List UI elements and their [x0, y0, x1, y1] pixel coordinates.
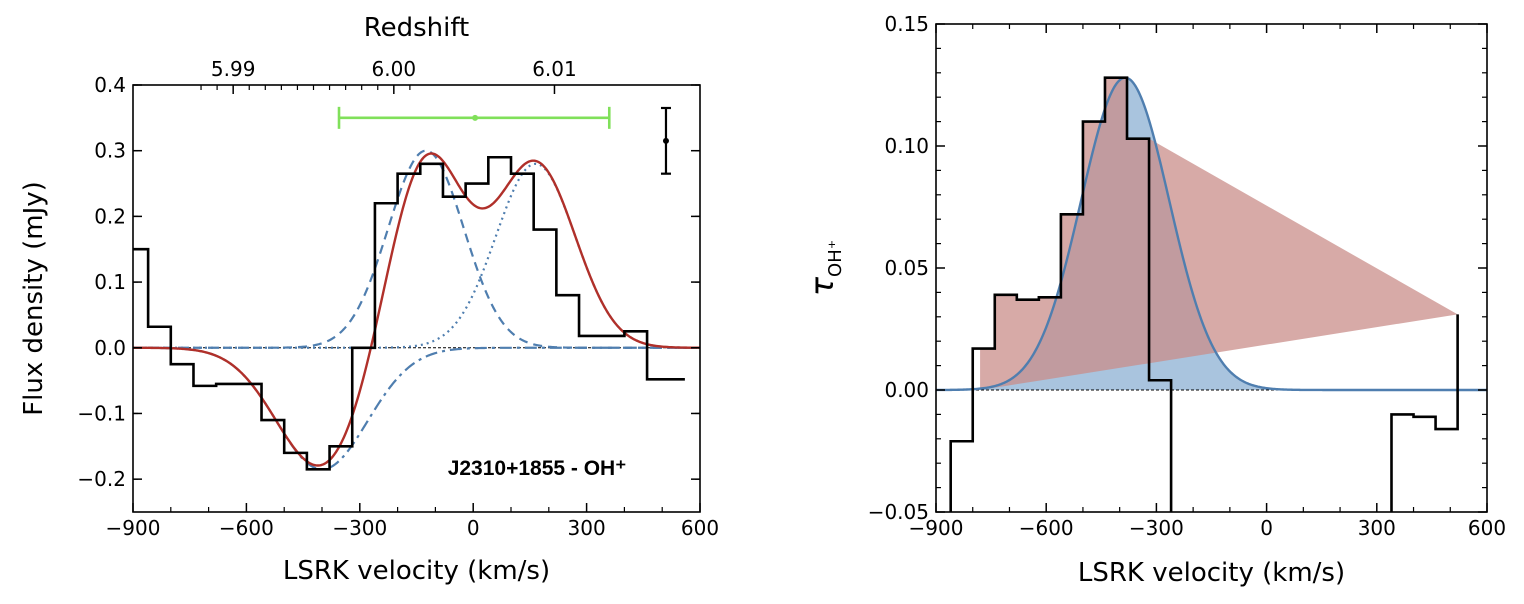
x-tick-label: −300 — [332, 516, 387, 540]
y-tick-label: 0.4 — [94, 73, 126, 97]
emission-component-2-curve — [133, 162, 700, 349]
y-tick-label: 0.3 — [94, 139, 126, 163]
right-ticks: −900 −600 −300 0 300 600 −0.05 0.00 0.05 0.10 0.15 — [868, 12, 1506, 540]
left-axes-frame — [132, 84, 701, 513]
absorption-component-curve — [133, 346, 700, 471]
x-tick-label: −600 — [219, 516, 274, 540]
optical-depth-histogram — [949, 76, 1459, 512]
observed-optical-depth-fill — [980, 77, 1458, 391]
right-x-axis-title: LSRK velocity (km/s) — [1078, 558, 1345, 588]
right-curves — [936, 76, 1487, 392]
error-bar-point — [662, 137, 669, 144]
y-tick-label: 0.0 — [94, 336, 126, 360]
tau-symbol: τ — [803, 276, 841, 296]
left-panel: −900 −600 −300 0 300 600 −0.2 −0.1 0.0 0.1 0.2 0.3 0… — [19, 13, 719, 586]
right-panel: −900 −600 −300 0 300 600 −0.05 0.00 0.05 0.10 0.15… — [803, 12, 1506, 588]
y-tick-label: 0.00 — [884, 378, 929, 402]
y-tick-label: 0.1 — [94, 270, 126, 294]
y-tick-label: 0.2 — [94, 204, 126, 228]
x-tick-label: −600 — [1019, 516, 1074, 540]
y-tick-label: 0.15 — [884, 12, 929, 36]
x-tick-label: 300 — [568, 516, 606, 540]
left-step-spectrum — [133, 155, 685, 471]
y-tick-label: −0.1 — [77, 401, 126, 425]
total-fit-curve — [133, 152, 700, 467]
x-tick-label: 0 — [467, 516, 480, 540]
x-tick-label: −300 — [1129, 516, 1184, 540]
x-tick-label: 600 — [1468, 516, 1506, 540]
right-y-axis-title: τOH⁺ — [803, 240, 846, 296]
x-tick-label: 600 — [681, 516, 719, 540]
left-top-axis-title: Redshift — [364, 13, 470, 43]
top-tick-label: 6.00 — [372, 57, 417, 81]
left-x-axis-title: LSRK velocity (km/s) — [283, 556, 550, 586]
top-tick-label: 6.01 — [532, 57, 577, 81]
tau-subscript: OH⁺ — [825, 240, 846, 277]
velocity-range-center — [472, 114, 479, 121]
left-ticks: −900 −600 −300 0 300 600 −0.2 −0.1 0.0 0.1 0.2 0.3 0… — [77, 57, 719, 540]
y-tick-label: 0.10 — [884, 134, 929, 158]
x-tick-label: −900 — [106, 516, 161, 540]
emission-component-1-curve — [133, 149, 700, 349]
right-step-spectrum — [949, 76, 1459, 512]
y-tick-label: −0.2 — [77, 467, 126, 491]
x-tick-label: −900 — [909, 516, 964, 540]
y-tick-label: 0.05 — [884, 256, 929, 280]
top-tick-label: 5.99 — [211, 57, 256, 81]
left-curves — [133, 149, 700, 471]
right-fills — [936, 77, 1487, 391]
spectrum-histogram — [133, 155, 685, 471]
left-annotation: J2310+1855 - OH⁺ — [448, 457, 627, 480]
gaussian-fit-curve — [936, 76, 1487, 392]
x-tick-label: 0 — [1260, 516, 1273, 540]
left-markers — [337, 106, 671, 175]
left-y-axis-title: Flux density (mJy) — [19, 181, 49, 416]
y-tick-label: −0.05 — [868, 500, 929, 524]
x-tick-label: 300 — [1358, 516, 1396, 540]
